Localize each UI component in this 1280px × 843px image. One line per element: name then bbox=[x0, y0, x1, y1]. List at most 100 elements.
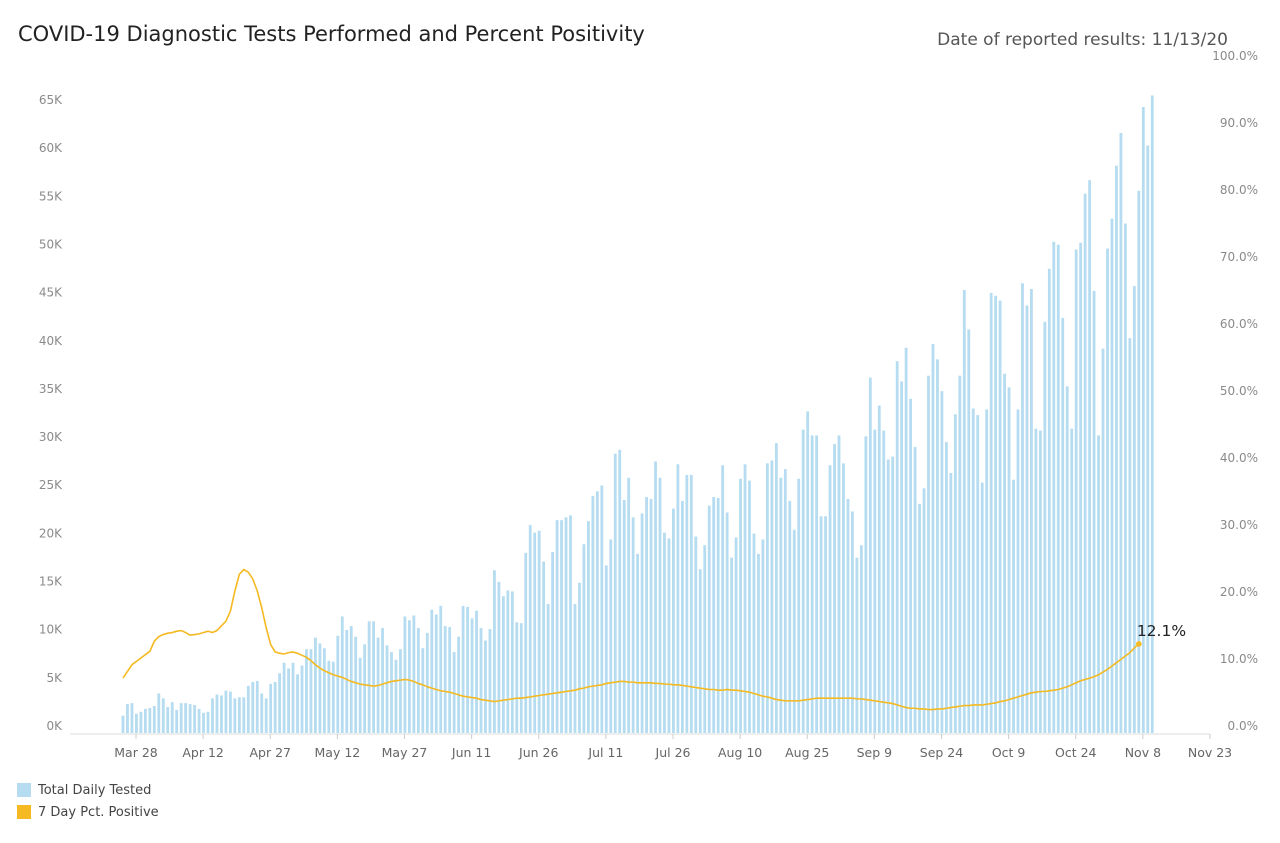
bar bbox=[949, 472, 953, 733]
legend-item-positivity[interactable]: 7 Day Pct. Positive bbox=[17, 801, 159, 823]
bar bbox=[269, 683, 273, 733]
bar bbox=[582, 544, 586, 733]
bar bbox=[251, 681, 255, 733]
bar bbox=[824, 516, 827, 733]
bar bbox=[466, 606, 469, 733]
bar bbox=[484, 640, 487, 733]
bar bbox=[1003, 373, 1006, 733]
bar bbox=[1030, 289, 1033, 733]
x-tick-label: May 27 bbox=[382, 745, 428, 760]
bar bbox=[904, 347, 908, 733]
bar bbox=[1101, 348, 1105, 733]
end-value-label: 12.1% bbox=[1137, 622, 1186, 640]
bar bbox=[372, 621, 375, 733]
bar bbox=[1128, 338, 1132, 733]
bar bbox=[801, 429, 805, 733]
bar bbox=[546, 603, 550, 733]
bar bbox=[927, 375, 930, 733]
bar bbox=[877, 405, 881, 733]
bar bbox=[868, 377, 872, 733]
bar bbox=[1097, 435, 1100, 733]
bar bbox=[1079, 242, 1083, 734]
bar bbox=[725, 512, 729, 733]
bar bbox=[519, 623, 523, 733]
bar bbox=[918, 503, 921, 733]
y-right-tick-label: 10.0% bbox=[1220, 652, 1258, 666]
bar bbox=[327, 660, 331, 733]
bar bbox=[774, 443, 778, 733]
bar bbox=[501, 596, 505, 733]
bar bbox=[1088, 180, 1091, 733]
bar bbox=[627, 477, 631, 733]
bar bbox=[752, 533, 756, 733]
bar bbox=[1092, 290, 1096, 733]
bar bbox=[958, 375, 962, 733]
legend: Total Daily Tested 7 Day Pct. Positive bbox=[17, 779, 159, 823]
bar bbox=[819, 516, 823, 733]
bar bbox=[663, 532, 666, 733]
bar bbox=[479, 628, 483, 733]
y-left-tick-label: 15K bbox=[39, 575, 63, 589]
y-left-tick-label: 40K bbox=[39, 334, 63, 348]
bar bbox=[748, 480, 751, 733]
line-endpoint bbox=[1136, 641, 1142, 647]
bar bbox=[130, 703, 134, 733]
bar bbox=[855, 557, 859, 733]
bar bbox=[672, 508, 675, 733]
bar bbox=[215, 694, 219, 733]
bar bbox=[707, 505, 711, 733]
y-right-tick-label: 20.0% bbox=[1220, 585, 1258, 599]
bar bbox=[806, 411, 810, 733]
bar bbox=[233, 698, 237, 733]
bar bbox=[658, 477, 662, 733]
bar bbox=[296, 674, 299, 733]
bar bbox=[980, 482, 984, 733]
bar bbox=[1043, 321, 1047, 733]
bar bbox=[595, 491, 599, 733]
bar bbox=[291, 662, 295, 733]
report-date-label: Date of reported results: bbox=[937, 30, 1147, 50]
bar bbox=[331, 661, 335, 733]
bar bbox=[551, 551, 554, 733]
bar bbox=[237, 697, 241, 733]
bar bbox=[229, 691, 232, 733]
bar bbox=[931, 343, 935, 733]
x-tick-label: Apr 12 bbox=[182, 745, 224, 760]
bar bbox=[416, 628, 420, 733]
x-tick-label: Aug 25 bbox=[785, 745, 829, 760]
bar bbox=[408, 620, 411, 733]
bar bbox=[936, 359, 939, 733]
bar bbox=[255, 680, 259, 733]
x-tick-label: Nov 8 bbox=[1125, 745, 1161, 760]
bar bbox=[305, 649, 308, 733]
bar bbox=[345, 629, 349, 733]
bar bbox=[497, 581, 501, 733]
bar bbox=[488, 628, 492, 733]
bar bbox=[757, 553, 760, 733]
bar bbox=[1025, 305, 1029, 733]
legend-item-tested[interactable]: Total Daily Tested bbox=[17, 779, 159, 801]
bar bbox=[783, 469, 787, 733]
legend-label-tested: Total Daily Tested bbox=[38, 782, 152, 798]
bar bbox=[1021, 283, 1024, 733]
bar bbox=[309, 649, 313, 733]
bar bbox=[381, 628, 384, 733]
bar bbox=[278, 673, 282, 733]
bar bbox=[636, 553, 640, 733]
bar bbox=[157, 693, 161, 733]
bar bbox=[1115, 165, 1118, 733]
bar bbox=[506, 590, 510, 733]
legend-swatch-tested bbox=[17, 783, 31, 797]
bar bbox=[1034, 428, 1038, 733]
bar bbox=[143, 708, 147, 733]
bar bbox=[1119, 133, 1123, 733]
bar bbox=[654, 461, 657, 733]
bar bbox=[363, 644, 367, 733]
bar bbox=[220, 695, 223, 733]
bar bbox=[618, 449, 622, 733]
bar bbox=[121, 715, 125, 733]
bar bbox=[873, 429, 877, 733]
bar bbox=[287, 668, 290, 733]
bar bbox=[434, 614, 438, 733]
bar bbox=[828, 465, 832, 733]
